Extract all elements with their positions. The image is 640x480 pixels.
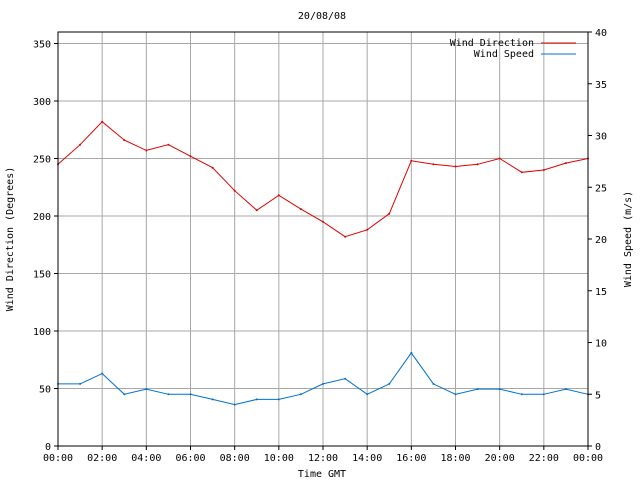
x-tick-label: 16:00 <box>396 453 426 464</box>
wind-speed-point <box>564 388 567 391</box>
x-tick-label: 04:00 <box>131 453 161 464</box>
wind-speed-point <box>189 393 192 396</box>
left-tick-label: 350 <box>33 40 51 51</box>
wind-speed-point <box>388 382 391 385</box>
wind-direction-point <box>388 212 391 215</box>
wind-speed-point <box>476 388 479 391</box>
wind-speed-point <box>79 382 82 385</box>
x-tick-label: 00:00 <box>573 453 603 464</box>
left-axis-title: Wind Direction (Degrees) <box>5 167 16 312</box>
wind-speed-point <box>211 398 214 401</box>
left-tick-label: 200 <box>33 212 51 223</box>
wind-speed-point <box>366 393 369 396</box>
legend-label-direction: Wind Direction <box>450 38 534 49</box>
wind-speed-point <box>520 393 523 396</box>
left-tick-label: 100 <box>33 327 51 338</box>
wind-direction-point <box>498 157 501 160</box>
wind-speed-point <box>299 393 302 396</box>
right-tick-label: 0 <box>595 442 601 453</box>
x-tick-label: 18:00 <box>440 453 470 464</box>
wind-direction-point <box>211 166 214 169</box>
x-tick-label: 12:00 <box>308 453 338 464</box>
wind-direction-point <box>233 189 236 192</box>
wind-speed-point <box>344 377 347 380</box>
wind-speed-point <box>123 393 126 396</box>
right-tick-label: 10 <box>595 339 607 350</box>
left-tick-label: 300 <box>33 97 51 108</box>
left-tick-label: 150 <box>33 270 51 281</box>
right-tick-label: 25 <box>595 183 607 194</box>
wind-direction-point <box>366 228 369 231</box>
wind-direction-point <box>322 220 324 223</box>
wind-speed-point <box>498 388 501 391</box>
wind-speed-point <box>410 351 413 354</box>
wind-direction-point <box>255 209 258 212</box>
x-tick-label: 10:00 <box>264 453 294 464</box>
wind-direction-point <box>167 143 170 146</box>
chart-title: 20/08/08 <box>298 11 346 22</box>
left-tick-label: 50 <box>39 385 51 396</box>
wind-speed-point <box>233 403 236 406</box>
x-tick-label: 22:00 <box>529 453 559 464</box>
ticks: 00:00 02:00 04:00 06:00 08:00 10:00 12:00 14:00… <box>33 28 607 464</box>
wind-speed-point <box>167 393 170 396</box>
right-tick-label: 35 <box>595 80 607 91</box>
x-tick-label: 00:00 <box>43 453 73 464</box>
wind-direction-point <box>101 120 104 123</box>
wind-speed-point <box>101 372 104 375</box>
wind-direction-point <box>277 194 280 197</box>
legend: Wind Direction Wind Speed <box>450 38 576 60</box>
wind-speed-point <box>255 398 258 401</box>
wind-direction-point <box>344 235 347 238</box>
wind-speed-point <box>145 388 148 391</box>
x-tick-label: 08:00 <box>220 453 250 464</box>
wind-direction-point <box>299 208 302 211</box>
right-tick-label: 40 <box>595 28 607 39</box>
wind-speed-point <box>542 393 545 396</box>
right-tick-label: 15 <box>595 287 607 298</box>
right-axis-title: Wind Speed (m/s) <box>623 191 634 287</box>
wind-direction-point <box>410 159 413 162</box>
wind-speed-point <box>432 382 435 385</box>
right-tick-label: 20 <box>595 235 607 246</box>
x-tick-label: 06:00 <box>175 453 205 464</box>
wind-speed-point <box>277 398 280 401</box>
wind-direction-point <box>542 169 545 171</box>
wind-direction-point <box>189 155 192 158</box>
left-tick-label: 250 <box>33 155 51 166</box>
wind-direction-point <box>79 143 82 146</box>
wind-direction-point <box>432 163 435 166</box>
wind-direction-point <box>145 149 148 152</box>
wind-direction-point <box>564 162 567 165</box>
wind-direction-point <box>476 163 479 166</box>
x-tick-label: 14:00 <box>352 453 382 464</box>
wind-direction-point <box>520 171 523 174</box>
legend-label-speed: Wind Speed <box>474 49 534 60</box>
x-tick-label: 02:00 <box>87 453 117 464</box>
x-tick-label: 20:00 <box>485 453 515 464</box>
right-tick-label: 30 <box>595 132 607 143</box>
left-tick-label: 0 <box>45 442 51 453</box>
wind-speed-point <box>454 393 457 396</box>
right-tick-label: 5 <box>595 390 601 401</box>
wind-direction-point <box>454 165 457 168</box>
wind-speed-point <box>322 382 324 385</box>
wind-direction-point <box>123 139 126 142</box>
x-axis-title: Time GMT <box>298 469 346 480</box>
